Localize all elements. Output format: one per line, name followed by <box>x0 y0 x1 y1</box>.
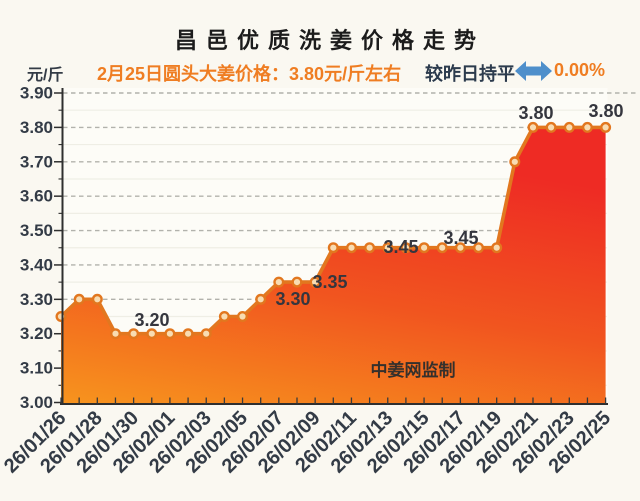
flat-trend-arrow-icon <box>515 61 552 81</box>
chart-title: 昌邑优质洗姜价格走势 <box>174 28 486 53</box>
y-tick-label: 3.60 <box>20 187 53 206</box>
point-value-label: 3.80 <box>518 103 553 123</box>
y-tick-label: 3.70 <box>20 152 53 171</box>
y-tick-label: 3.10 <box>20 359 53 378</box>
point-value-labels: 3.20 3.303.35 3.45 3.45 3.80 3.80 <box>134 101 623 330</box>
watermark-text: 中姜网监制 <box>371 360 456 380</box>
y-tick-label: 3.20 <box>20 324 53 343</box>
y-tick-label: 3.50 <box>20 221 53 240</box>
point-value-label: 3.35 <box>312 272 347 292</box>
subtitle-price-text: 2月25日圆头大姜价格：3.80元/斤左右 <box>97 64 402 84</box>
x-axis: 26/01/2626/01/2826/01/3026/02/0126/02/03… <box>0 397 615 478</box>
y-axis-unit-label: 元/斤 <box>27 67 64 84</box>
y-tick-label: 3.30 <box>20 290 53 309</box>
point-value-label: 3.45 <box>383 237 418 257</box>
y-tick-label: 3.80 <box>20 118 53 137</box>
point-value-label: 3.80 <box>588 101 623 121</box>
point-value-label: 3.45 <box>443 228 478 248</box>
data-point-markers <box>55 121 612 340</box>
y-tick-label: 3.00 <box>20 393 53 412</box>
point-value-label: 3.20 <box>134 310 169 330</box>
y-tick-label: 3.90 <box>20 84 53 103</box>
y-axis: 3.00 3.10 3.20 3.30 3.40 3.50 3.60 3.70 3.80 3.90 <box>20 84 63 412</box>
point-value-label: 3.30 <box>275 289 310 309</box>
subtitle-change-percent: 0.00% <box>554 60 606 80</box>
subtitle-comparison-text: 较昨日持平 <box>425 64 515 84</box>
y-tick-label: 3.40 <box>20 255 53 274</box>
